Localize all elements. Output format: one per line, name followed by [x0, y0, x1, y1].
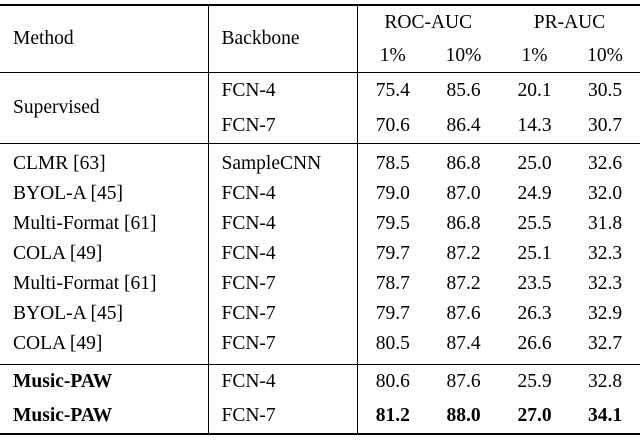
pr-1pct-cell: 14.3 [517, 114, 552, 136]
method-cell: Supervised [0, 72, 209, 144]
method-cell: Music-PAW [0, 399, 209, 434]
pr-1pct-cell: 27.0 [517, 405, 552, 426]
roc-10pct-cell: 86.8 [446, 213, 481, 234]
pr-10pct-cell: 32.8 [587, 371, 623, 392]
pr-10pct-cell: 32.3 [587, 243, 623, 264]
roc-10pct-cell: 87.6 [446, 371, 481, 392]
roc-1pct-cell: 70.6 [375, 114, 410, 136]
backbone-cell: FCN-4 [208, 72, 358, 108]
roc-10pct-cell: 86.4 [446, 114, 481, 136]
table-row: BYOL-A [45] FCN-7 79.7 87.6 26.3 32.9 [0, 299, 640, 329]
subcol-header-pr-10pct: 10% [587, 44, 623, 66]
roc-1pct-cell: 79.5 [375, 213, 410, 234]
pr-10pct-cell: 30.5 [587, 79, 623, 101]
roc-10pct-cell: 87.0 [446, 183, 481, 204]
pr-1pct-cell: 23.5 [517, 273, 552, 294]
pr-10pct-cell: 30.7 [587, 114, 623, 136]
backbone-cell: FCN-7 [208, 108, 358, 144]
backbone-cell: FCN-7 [208, 269, 358, 299]
method-cell: Multi-Format [61] [0, 209, 209, 239]
subcol-header-pr-1pct: 1% [521, 44, 548, 66]
roc-1pct-cell: 78.7 [375, 273, 410, 294]
pr-1pct-cell: 20.1 [517, 79, 552, 101]
roc-10pct-cell: 85.6 [446, 79, 481, 101]
method-cell: Music-PAW [0, 364, 209, 399]
table-row: Supervised FCN-4 75.4 85.6 20.1 30.5 [0, 72, 640, 144]
method-cell: BYOL-A [45] [0, 179, 209, 209]
group-music-paw: Music-PAW FCN-4 80.6 87.6 25.9 32.8 Musi… [0, 364, 640, 434]
table-row: COLA [49] FCN-4 79.7 87.2 25.1 32.3 [0, 239, 640, 269]
table-row: Multi-Format [61] FCN-4 79.5 86.8 25.5 3… [0, 209, 640, 239]
backbone-cell: FCN-4 [208, 179, 358, 209]
table-row: FCN-7 70.6 86.4 14.3 30.7 [0, 108, 640, 144]
col-header-backbone: Backbone [208, 5, 358, 73]
roc-1pct-cell: 75.4 [375, 79, 410, 101]
pr-1pct-cell: 26.6 [517, 333, 552, 354]
table-row: Music-PAW FCN-4 80.6 87.6 25.9 32.8 [0, 364, 640, 399]
method-cell: BYOL-A [45] [0, 299, 209, 329]
backbone-cell: FCN-7 [208, 299, 358, 329]
pr-10pct-cell: 32.3 [587, 273, 623, 294]
results-table: Method Backbone ROC-AUC PR-AUC 1% 10% 1%… [0, 4, 640, 435]
backbone-cell: FCN-7 [208, 329, 358, 365]
backbone-cell: FCN-4 [208, 239, 358, 269]
roc-1pct-cell: 79.7 [375, 303, 410, 324]
roc-10pct-cell: 86.8 [446, 153, 481, 174]
table-header: Method Backbone ROC-AUC PR-AUC 1% 10% 1%… [0, 5, 640, 73]
table-row: BYOL-A [45] FCN-4 79.0 87.0 24.9 32.0 [0, 179, 640, 209]
roc-1pct-cell: 79.0 [375, 183, 410, 204]
roc-1pct-cell: 78.5 [375, 153, 410, 174]
subcol-header-roc-1pct: 1% [379, 44, 406, 66]
method-cell: Multi-Format [61] [0, 269, 209, 299]
pr-1pct-cell: 25.0 [517, 153, 552, 174]
pr-10pct-cell: 31.8 [587, 213, 623, 234]
pr-1pct-cell: 24.9 [517, 183, 552, 204]
roc-1pct-cell: 80.5 [375, 333, 410, 354]
roc-10pct-cell: 87.4 [446, 333, 481, 354]
backbone-cell: FCN-4 [208, 209, 358, 239]
group-supervised: Supervised FCN-4 75.4 85.6 20.1 30.5 FCN… [0, 72, 640, 144]
pr-1pct-cell: 26.3 [517, 303, 552, 324]
roc-10pct-cell: 87.2 [446, 243, 481, 264]
table-row: CLMR [63] SampleCNN 78.5 86.8 25.0 32.6 [0, 143, 640, 179]
method-cell: COLA [49] [0, 239, 209, 269]
col-header-roc-auc: ROC-AUC [384, 11, 473, 33]
backbone-cell: FCN-4 [208, 364, 358, 399]
pr-10pct-cell: 32.0 [587, 183, 623, 204]
backbone-cell: SampleCNN [208, 143, 358, 179]
roc-1pct-cell: 81.2 [375, 405, 410, 426]
pr-1pct-cell: 25.9 [517, 371, 552, 392]
roc-10pct-cell: 87.6 [446, 303, 481, 324]
pr-10pct-cell: 32.7 [587, 333, 623, 354]
subcol-header-roc-10pct: 10% [445, 44, 482, 66]
method-cell: CLMR [63] [0, 143, 209, 179]
method-cell: COLA [49] [0, 329, 209, 365]
roc-1pct-cell: 79.7 [375, 243, 410, 264]
roc-10pct-cell: 87.2 [446, 273, 481, 294]
group-baselines: CLMR [63] SampleCNN 78.5 86.8 25.0 32.6 … [0, 143, 640, 365]
pr-10pct-cell: 32.9 [587, 303, 623, 324]
table-row: COLA [49] FCN-7 80.5 87.4 26.6 32.7 [0, 329, 640, 365]
pr-10pct-cell: 34.1 [587, 405, 623, 426]
pr-1pct-cell: 25.1 [517, 243, 552, 264]
table-row: Multi-Format [61] FCN-7 78.7 87.2 23.5 3… [0, 269, 640, 299]
pr-1pct-cell: 25.5 [517, 213, 552, 234]
col-header-method: Method [0, 5, 209, 73]
roc-1pct-cell: 80.6 [375, 371, 410, 392]
pr-10pct-cell: 32.6 [587, 153, 623, 174]
roc-10pct-cell: 88.0 [446, 405, 481, 426]
table-row: Music-PAW FCN-7 81.2 88.0 27.0 34.1 [0, 399, 640, 434]
backbone-cell: FCN-7 [208, 399, 358, 434]
col-header-pr-auc: PR-AUC [533, 11, 606, 33]
